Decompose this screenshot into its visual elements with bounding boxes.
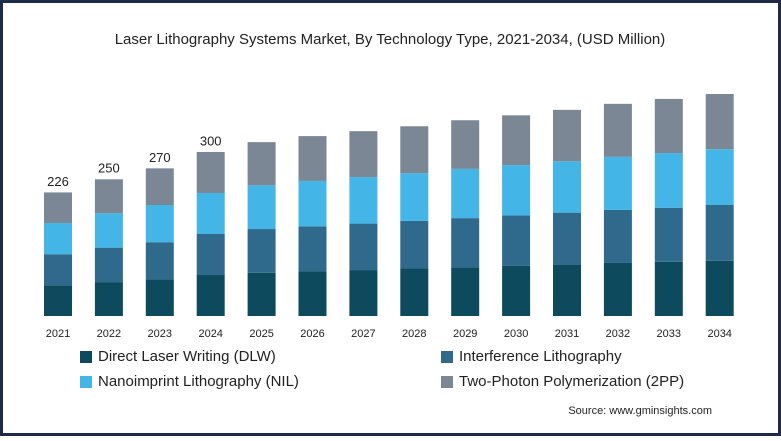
- bar-segment: [705, 205, 734, 261]
- x-tick-label: 2026: [300, 328, 324, 340]
- x-tick-label: 2033: [657, 328, 681, 340]
- bar-segment: [502, 115, 531, 166]
- bar-segment: [654, 98, 683, 154]
- x-tick-label: 2030: [504, 328, 528, 340]
- x-tick-label: 2023: [148, 328, 172, 340]
- legend-label: Direct Laser Writing (DLW): [98, 348, 276, 365]
- bar-segment: [400, 126, 429, 174]
- bar-segment: [247, 185, 276, 230]
- total-label: 300: [200, 133, 222, 148]
- x-tick-label: 2031: [555, 328, 579, 340]
- bar-segment: [247, 142, 276, 186]
- bar-segment: [145, 279, 174, 316]
- legend-swatch: [441, 351, 453, 363]
- bar-segment: [196, 233, 225, 275]
- bar-segment: [145, 168, 174, 205]
- bar-segment: [349, 131, 378, 178]
- bar-segment: [654, 153, 683, 208]
- bar-segment: [349, 223, 378, 271]
- x-tick-label: 2027: [351, 328, 375, 340]
- bar-segment: [553, 212, 581, 265]
- bar-segment: [44, 192, 72, 224]
- legend-label: Interference Lithography: [459, 348, 622, 365]
- x-tick-label: 2024: [198, 328, 222, 340]
- bar-segment: [553, 161, 581, 213]
- bar-segment: [654, 261, 683, 316]
- legend-swatch: [80, 351, 92, 363]
- bar-segment: [247, 229, 276, 273]
- bar-segment: [553, 264, 581, 316]
- bar-segment: [451, 267, 480, 316]
- x-tick-label: 2028: [402, 328, 426, 340]
- x-tick-label: 2032: [606, 328, 630, 340]
- bar-segment: [196, 151, 225, 193]
- bar-segment: [502, 215, 531, 266]
- bar-segment: [247, 272, 276, 316]
- bar-segment: [603, 156, 632, 210]
- source: Source: www.gminsights.com: [568, 405, 712, 417]
- x-tick-label: 2025: [249, 328, 273, 340]
- x-tick-label: 2034: [707, 328, 731, 340]
- bar-segment: [94, 282, 123, 316]
- bar-segment: [94, 179, 123, 214]
- bar-segment: [298, 180, 327, 227]
- bar-segment: [400, 173, 429, 221]
- bar-segment: [196, 274, 225, 316]
- bar-segment: [502, 265, 531, 316]
- x-tick-label: 2029: [453, 328, 477, 340]
- total-label: 250: [98, 161, 120, 176]
- bar-segment: [298, 226, 327, 272]
- bar-segment: [400, 268, 429, 316]
- total-label: 226: [47, 174, 69, 189]
- legend-swatch: [80, 376, 92, 388]
- bar-segment: [603, 262, 632, 316]
- bar-segment: [44, 285, 72, 316]
- bar-segment: [705, 149, 734, 205]
- bar-segment: [94, 247, 123, 283]
- legend-label: Nanoimprint Lithography (NIL): [98, 373, 299, 390]
- bar-segment: [94, 213, 123, 248]
- bar-segment: [298, 136, 327, 181]
- chart-title: Laser Lithography Systems Market, By Tec…: [115, 31, 666, 48]
- legend-swatch: [441, 376, 453, 388]
- total-label: 270: [149, 150, 171, 165]
- bar-segment: [603, 209, 632, 263]
- bar-segment: [145, 205, 174, 243]
- bar-segment: [451, 120, 480, 169]
- bar-segment: [44, 223, 72, 255]
- bar-segment: [44, 254, 72, 286]
- bar-segment: [451, 168, 480, 219]
- bar-segment: [553, 109, 581, 162]
- x-tick-label: 2022: [97, 328, 121, 340]
- bar-segment: [603, 103, 632, 157]
- bar-segment: [349, 270, 378, 316]
- x-tick-label: 2021: [46, 328, 70, 340]
- bar-segment: [502, 165, 531, 216]
- bar-segment: [705, 94, 734, 150]
- bar-segment: [196, 192, 225, 234]
- legend-label: Two-Photon Polymerization (2PP): [459, 373, 684, 390]
- bar-segment: [451, 218, 480, 268]
- bar-segment: [400, 220, 429, 269]
- bar-segment: [705, 260, 734, 316]
- bar-segment: [145, 242, 174, 280]
- bar-segment: [298, 271, 327, 316]
- bar-segment: [349, 177, 378, 224]
- bar-segment: [654, 207, 683, 262]
